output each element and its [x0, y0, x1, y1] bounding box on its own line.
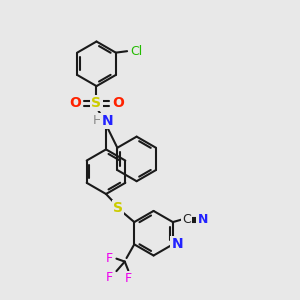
Text: S: S	[113, 201, 123, 215]
Text: F: F	[125, 272, 132, 285]
Text: O: O	[69, 96, 81, 110]
Text: Cl: Cl	[130, 45, 142, 58]
Text: F: F	[106, 252, 113, 265]
Text: C: C	[182, 213, 190, 226]
Text: N: N	[101, 114, 113, 128]
Text: N: N	[197, 213, 208, 226]
Text: S: S	[92, 96, 101, 110]
Text: F: F	[106, 271, 113, 284]
Text: N: N	[172, 237, 183, 251]
Text: O: O	[112, 96, 124, 110]
Text: H: H	[93, 114, 102, 127]
